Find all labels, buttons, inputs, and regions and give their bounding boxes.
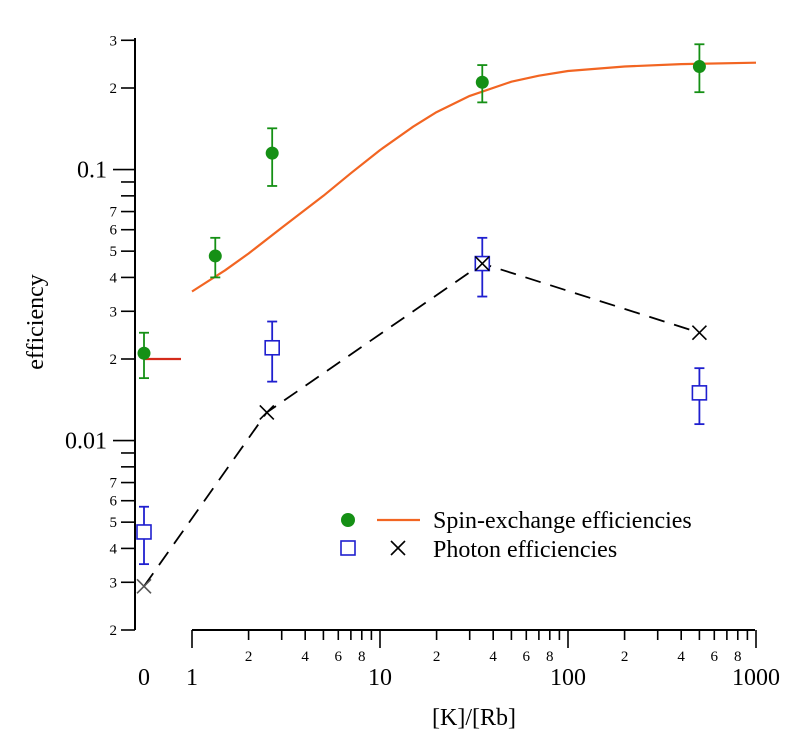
legend: Spin-exchange efficiencies Photon effici…	[340, 508, 692, 563]
y-tick-label: 3	[110, 575, 118, 591]
y-tick-label: 2	[110, 81, 118, 97]
y-tick-label: 6	[110, 494, 118, 510]
y-axis-ticks: 2 3 4 5 6 7 0.01 2 3 4 5 6 7 0.1 2 3	[65, 33, 135, 639]
x-tick-label: 6	[711, 649, 719, 665]
legend-photon-cross	[390, 540, 406, 556]
x-tick-label: 8	[734, 649, 742, 665]
photon-model-point	[259, 404, 275, 421]
y-tick-label: 6	[110, 223, 118, 239]
y-tick-label: 3	[110, 304, 118, 320]
x-tick-label: 4	[677, 649, 685, 665]
x-tick-label: 2	[433, 649, 441, 665]
spin-point	[692, 60, 706, 74]
legend-photon-marker	[340, 540, 356, 556]
spin-fit-line	[191, 61, 757, 293]
legend-spin-label: Spin-exchange efficiencies	[433, 508, 692, 534]
spin-point	[265, 146, 279, 160]
y-tick-label: 0.01	[65, 429, 107, 455]
photon-point	[691, 385, 708, 401]
y-tick-label: 7	[110, 476, 118, 492]
photon-model-point	[691, 325, 707, 341]
y-tick-label: 4	[110, 541, 118, 557]
photon-model-line	[143, 262, 700, 587]
x-tick-label: 4	[301, 649, 309, 665]
legend-photon-label: Photon efficiencies	[433, 537, 617, 563]
x-tick-label: 6	[335, 649, 343, 665]
y-tick-label: 7	[110, 205, 118, 221]
x-tick-label: 4	[489, 649, 497, 665]
y-axis-title: efficiency	[23, 274, 49, 370]
y-tick-label: 2	[110, 352, 118, 368]
x-tick-label: 8	[358, 649, 366, 665]
y-tick-label: 3	[110, 33, 118, 49]
y-tick-label: 2	[110, 623, 118, 639]
x-axis-title: [K]/[Rb]	[432, 705, 516, 731]
x-tick-label: 100	[550, 665, 586, 691]
x-tick-label: 6	[523, 649, 531, 665]
legend-spin-marker	[341, 513, 355, 527]
spin-point	[208, 249, 222, 263]
x-tick-label: 1000	[732, 665, 780, 691]
y-tick-label: 4	[110, 270, 118, 286]
photon-model-point	[474, 255, 490, 272]
x-tick-label: 2	[621, 649, 629, 665]
y-tick-label: 0.1	[77, 158, 107, 184]
photon-point	[136, 524, 152, 540]
photon-point	[264, 339, 280, 356]
spin-point	[475, 75, 489, 89]
x-tick-label: 2	[245, 649, 253, 665]
x-zero-label: 0	[138, 665, 150, 691]
spin-point	[137, 346, 151, 360]
x-tick-label: 1	[186, 665, 198, 691]
y-tick-label: 5	[110, 515, 118, 531]
y-tick-label: 5	[110, 244, 118, 260]
x-tick-label: 10	[368, 665, 392, 691]
x-tick-label: 8	[546, 649, 554, 665]
photon-model-point	[136, 578, 152, 594]
data-series	[136, 43, 757, 594]
